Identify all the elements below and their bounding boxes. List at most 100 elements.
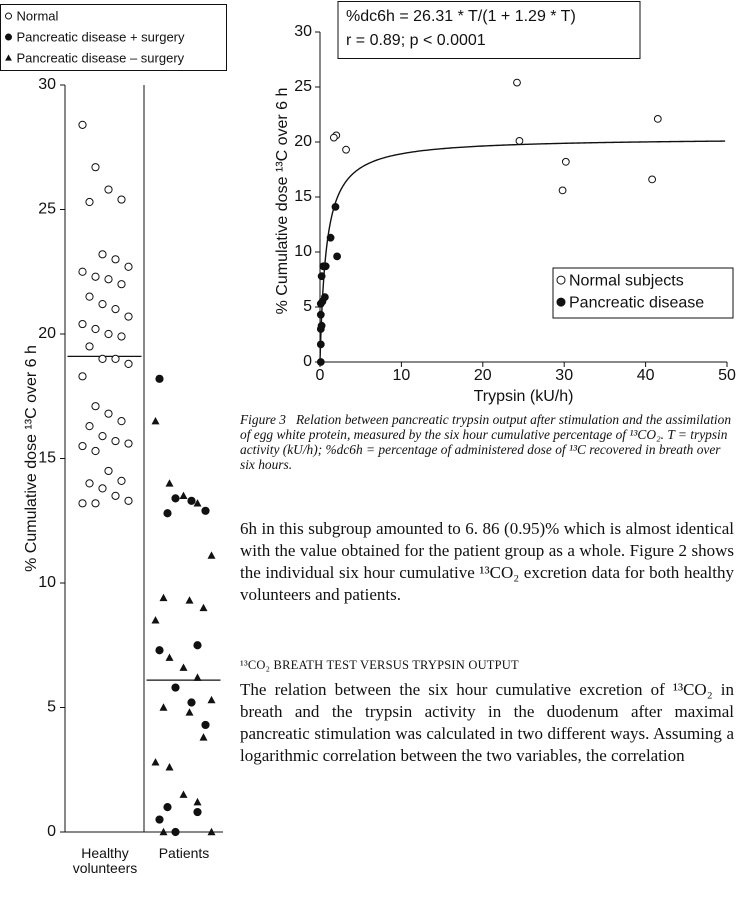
- point: [561, 157, 570, 166]
- point: [317, 272, 326, 281]
- annotation: %dc6h = 26.31 * T/(1 + 1.29 * T): [346, 8, 576, 25]
- y-tick-label: 20: [294, 133, 312, 150]
- point: [159, 593, 168, 602]
- point: [165, 763, 174, 771]
- legend-marker: [5, 33, 12, 41]
- point: [171, 683, 180, 692]
- caption-label: Figure 3: [240, 412, 286, 427]
- point: [179, 663, 188, 671]
- point: [187, 496, 196, 505]
- x-axis-label: Trypsin (kU/h): [474, 388, 574, 405]
- point: [326, 233, 335, 242]
- point: [111, 436, 120, 446]
- point: [199, 733, 208, 741]
- point: [151, 616, 160, 624]
- point: [171, 827, 180, 837]
- point: [155, 646, 164, 655]
- point: [648, 175, 657, 184]
- point: [124, 496, 133, 505]
- point: [78, 372, 87, 381]
- point: [117, 280, 126, 289]
- point: [111, 255, 120, 264]
- legend-marker: [556, 275, 566, 285]
- section-heading: ¹³CO₂ BREATH TEST VERSUS TRYPSIN OUTPUT: [240, 658, 519, 672]
- point: [515, 137, 524, 145]
- point: [78, 120, 87, 129]
- point: [117, 195, 126, 204]
- point: [207, 551, 216, 559]
- point: [155, 815, 164, 824]
- point: [163, 509, 172, 518]
- point: [85, 292, 94, 301]
- point: [199, 603, 208, 612]
- category-label: Healthy volunteers: [72, 845, 138, 876]
- y-tick-label: 15: [294, 188, 312, 205]
- point: [91, 163, 100, 172]
- point: [187, 698, 196, 707]
- point: [653, 115, 662, 123]
- point: [78, 319, 87, 329]
- y-tick-label: 0: [303, 353, 312, 370]
- point: [85, 422, 94, 431]
- point: [201, 720, 210, 730]
- point: [78, 441, 87, 451]
- paragraph: The relation between the six hour cumula…: [240, 680, 734, 765]
- y-tick-label: 5: [47, 699, 56, 716]
- point: [111, 354, 120, 363]
- point: [207, 695, 216, 704]
- point: [165, 653, 174, 661]
- point: [91, 499, 100, 508]
- point: [85, 479, 94, 488]
- y-tick-label: 25: [294, 78, 312, 95]
- point: [329, 133, 338, 142]
- legend-marker: [5, 12, 12, 20]
- point: [124, 359, 133, 368]
- legend-label: Pancreatic disease: [569, 294, 704, 311]
- x-tick-label: 20: [474, 367, 492, 384]
- point: [98, 354, 107, 363]
- point: [85, 342, 94, 351]
- legend-label: Pancreatic disease – surgery: [17, 50, 185, 65]
- point: [91, 402, 100, 411]
- point: [85, 197, 94, 207]
- point: [117, 476, 126, 486]
- point: [513, 78, 521, 87]
- point: [104, 409, 113, 418]
- y-tick-label: 25: [38, 201, 56, 218]
- annotation-box: [337, 1, 641, 59]
- point: [78, 267, 87, 276]
- y-axis-label: % Cumulative dose ¹³C over 6 h: [23, 345, 40, 572]
- x-tick-label: 50: [718, 367, 736, 384]
- point: [342, 145, 350, 154]
- point: [155, 374, 164, 383]
- legend-label: Normal subjects: [569, 272, 684, 289]
- point: [159, 827, 168, 836]
- y-tick-label: 20: [38, 325, 56, 342]
- y-tick-label: 10: [294, 243, 312, 260]
- point: [98, 431, 107, 441]
- point: [165, 479, 174, 487]
- point: [151, 758, 160, 766]
- point: [171, 494, 180, 503]
- point: [316, 310, 325, 319]
- point: [91, 324, 100, 334]
- point: [317, 321, 326, 330]
- point: [91, 446, 100, 456]
- point: [201, 506, 210, 515]
- point: [193, 641, 202, 650]
- point: [124, 439, 133, 448]
- point: [320, 293, 329, 302]
- x-tick-label: 30: [555, 367, 573, 384]
- legend-box: [0, 4, 227, 71]
- point: [104, 185, 113, 194]
- fit-curve: [319, 140, 726, 363]
- y-tick-label: 15: [38, 450, 56, 467]
- point: [321, 262, 330, 271]
- x-tick-label: 10: [393, 367, 411, 384]
- point: [333, 252, 341, 261]
- point: [151, 416, 160, 425]
- point: [98, 250, 107, 259]
- point: [98, 300, 107, 309]
- point: [185, 596, 194, 604]
